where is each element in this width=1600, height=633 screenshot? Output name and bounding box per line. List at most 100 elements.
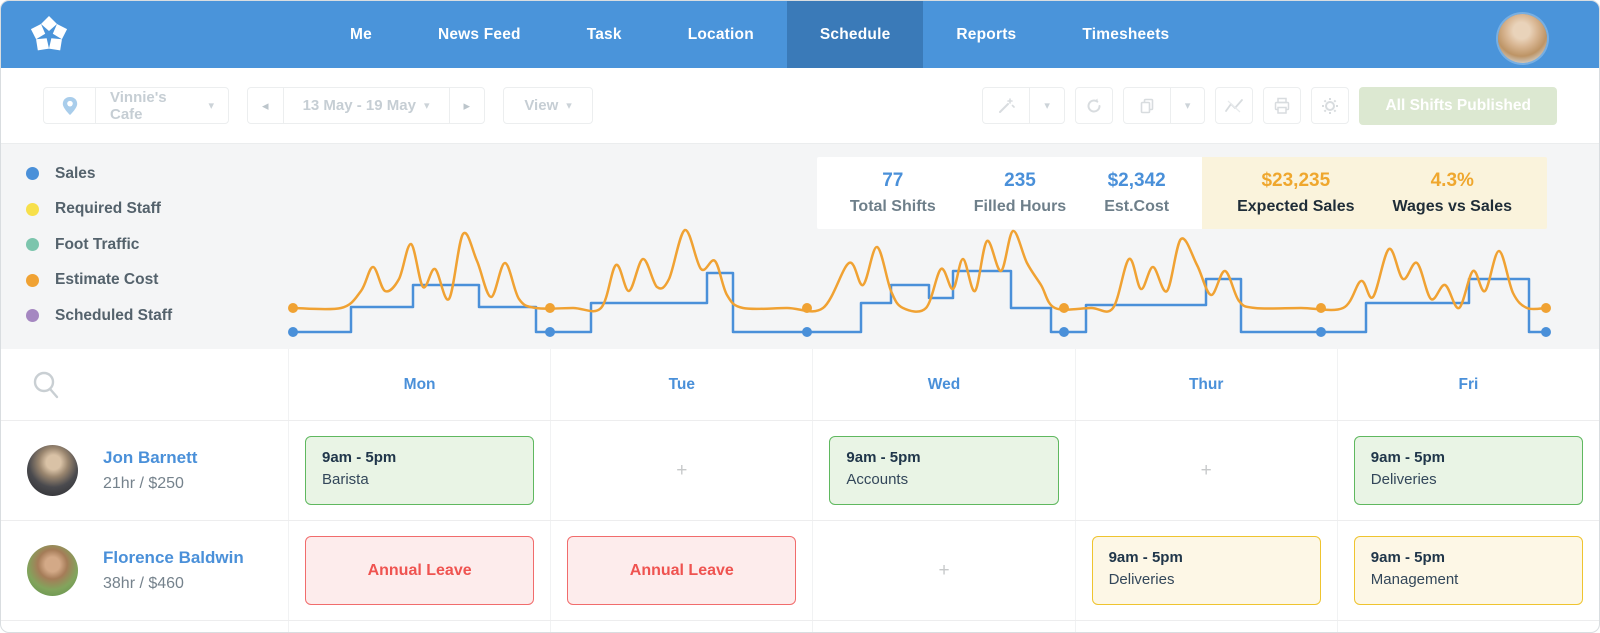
- shift-cell-wed: 9am - 5pm Accounts: [812, 421, 1074, 520]
- copy-caret-button[interactable]: ▾: [1171, 88, 1205, 123]
- stat-label: Est.Cost: [1104, 198, 1170, 215]
- tab-news-feed[interactable]: News Feed: [437, 25, 521, 43]
- day-header-mon: Mon: [288, 349, 550, 420]
- location-pin-icon[interactable]: [44, 88, 96, 123]
- stat-expected-sales: $23,235 Expected Sales: [1218, 170, 1373, 216]
- shift-cell-fri: 9am - 5pm Deliveries: [1336, 421, 1599, 520]
- all-shifts-published-button[interactable]: All Shifts Published: [1359, 86, 1557, 125]
- arrow-right-icon: ▸: [463, 97, 471, 113]
- legend-item-foot-traffic[interactable]: Foot Traffic: [26, 227, 172, 263]
- auto-fill-caret-button[interactable]: ▾: [1030, 88, 1064, 123]
- avatar[interactable]: [27, 545, 78, 596]
- legend-label: Estimate Cost: [55, 271, 159, 289]
- shift-card[interactable]: 9am - 5pm Accounts: [829, 436, 1059, 505]
- chart-legend: Sales Required Staff Foot Traffic Estima…: [26, 156, 172, 334]
- add-shift-button[interactable]: +: [676, 459, 688, 481]
- prev-week-button[interactable]: ◂: [248, 88, 284, 123]
- avatar[interactable]: [27, 445, 78, 496]
- add-shift-button[interactable]: +: [1200, 459, 1212, 481]
- employee-name-link[interactable]: Jon Barnett: [103, 448, 198, 467]
- employee-name-link[interactable]: Florence Baldwin: [103, 548, 244, 567]
- leave-card[interactable]: Annual Leave: [567, 536, 797, 605]
- copy-button[interactable]: [1124, 88, 1171, 123]
- deputy-star-icon: [30, 15, 68, 50]
- tab-schedule[interactable]: Schedule: [786, 1, 924, 68]
- stats-button[interactable]: [1215, 87, 1254, 124]
- shift-cell-thur: 9am - 5pm Deliveries: [1074, 521, 1337, 620]
- legend-item-estimate-cost[interactable]: Estimate Cost: [26, 263, 172, 299]
- shift-card[interactable]: 9am - 5pm Deliveries: [1091, 536, 1321, 605]
- search-button[interactable]: [1, 349, 288, 420]
- day-header-tue: Tue: [550, 349, 812, 420]
- date-range-dropdown[interactable]: 13 May - 19 May ▾: [284, 88, 450, 123]
- leave-label: Annual Leave: [367, 561, 472, 579]
- add-shift-button[interactable]: +: [938, 559, 950, 581]
- stats-highlight: $23,235 Expected Sales 4.3% Wages vs Sal…: [1202, 157, 1547, 229]
- auto-fill-group: ▾: [982, 87, 1065, 124]
- trend-line-icon: [1225, 98, 1244, 112]
- shift-role: Accounts: [846, 471, 909, 488]
- legend-dot-scheduled-staff: [26, 309, 39, 323]
- shift-cell-thur: +: [1074, 421, 1337, 520]
- chevron-down-icon: ▾: [208, 100, 214, 112]
- location-selector: Vinnie's Cafe ▾: [43, 87, 229, 124]
- view-dropdown[interactable]: View ▾: [503, 87, 594, 124]
- legend-item-required-staff[interactable]: Required Staff: [26, 192, 172, 228]
- shift-cell-mon: Annual Leave: [288, 521, 550, 620]
- tab-reports[interactable]: Reports: [956, 25, 1017, 43]
- stats-panel: 77 Total Shifts 235 Filled Hours $2,342 …: [816, 157, 1547, 229]
- stat-value: 235: [1004, 170, 1036, 191]
- printer-icon: [1275, 97, 1290, 114]
- next-week-button[interactable]: ▸: [450, 88, 485, 123]
- table-row: Jon Barnett 21hr / $250 9am - 5pm Barist…: [1, 420, 1599, 520]
- shift-card[interactable]: 9am - 5pm Management: [1353, 536, 1583, 605]
- nav-tabs: Me News Feed Task Location Schedule Repo…: [317, 1, 1202, 68]
- leave-card[interactable]: Annual Leave: [305, 536, 535, 605]
- shift-time: 9am - 5pm: [846, 449, 921, 466]
- employee-info: Jon Barnett 21hr / $250: [103, 448, 197, 493]
- top-nav: Me News Feed Task Location Schedule Repo…: [1, 1, 1599, 68]
- day-header-wed: Wed: [812, 349, 1074, 420]
- stat-est-cost: $2,342 Est.Cost: [1085, 170, 1188, 216]
- magic-wand-button[interactable]: [983, 88, 1031, 123]
- legend-dot-required-staff: [26, 202, 39, 216]
- tab-location[interactable]: Location: [687, 25, 754, 43]
- shift-time: 9am - 5pm: [1370, 549, 1445, 566]
- date-range-value: 13 May - 19 May: [302, 97, 416, 114]
- employee-hours-cost: 21hr / $250: [103, 475, 184, 492]
- shift-card[interactable]: 9am - 5pm Deliveries: [1353, 436, 1583, 505]
- legend-dot-estimate-cost: [26, 273, 39, 287]
- next-row-edge: [1, 620, 1599, 632]
- leave-label: Annual Leave: [629, 561, 734, 579]
- location-value: Vinnie's Cafe: [110, 88, 167, 123]
- employee-cell: Jon Barnett 21hr / $250: [1, 421, 288, 520]
- week-overview-chart: [288, 228, 1551, 337]
- chevron-down-icon: ▾: [1044, 100, 1050, 112]
- legend-item-sales[interactable]: Sales: [26, 156, 172, 192]
- stat-value: 4.3%: [1430, 170, 1474, 191]
- print-button[interactable]: [1263, 87, 1302, 124]
- legend-item-scheduled-staff[interactable]: Scheduled Staff: [26, 298, 172, 334]
- location-dropdown[interactable]: Vinnie's Cafe ▾: [96, 88, 228, 123]
- user-avatar[interactable]: [1498, 14, 1547, 63]
- copy-group: ▾: [1122, 87, 1206, 124]
- tab-me[interactable]: Me: [350, 25, 372, 43]
- shift-card[interactable]: 9am - 5pm Barista: [305, 436, 535, 505]
- date-navigator: ◂ 13 May - 19 May ▾ ▸: [247, 87, 486, 124]
- view-label: View: [524, 97, 559, 114]
- legend-label: Foot Traffic: [55, 235, 140, 253]
- stat-label: Filled Hours: [973, 198, 1067, 215]
- refresh-icon: [1087, 98, 1101, 112]
- legend-label: Sales: [55, 164, 96, 182]
- tab-timesheets[interactable]: Timesheets: [1082, 25, 1170, 43]
- settings-button[interactable]: [1311, 87, 1350, 124]
- magic-wand-icon: [999, 97, 1016, 113]
- toolbar-left: Vinnie's Cafe ▾ ◂ 13 May - 19 May ▾ ▸ Vi…: [43, 87, 594, 124]
- shift-cell-wed: +: [812, 521, 1074, 620]
- refresh-button[interactable]: [1074, 87, 1113, 124]
- chevron-down-icon: ▾: [423, 100, 430, 112]
- tab-task[interactable]: Task: [586, 25, 622, 43]
- shift-time: 9am - 5pm: [322, 449, 397, 466]
- stat-label: Total Shifts: [849, 198, 936, 215]
- deputy-logo[interactable]: [1, 1, 97, 68]
